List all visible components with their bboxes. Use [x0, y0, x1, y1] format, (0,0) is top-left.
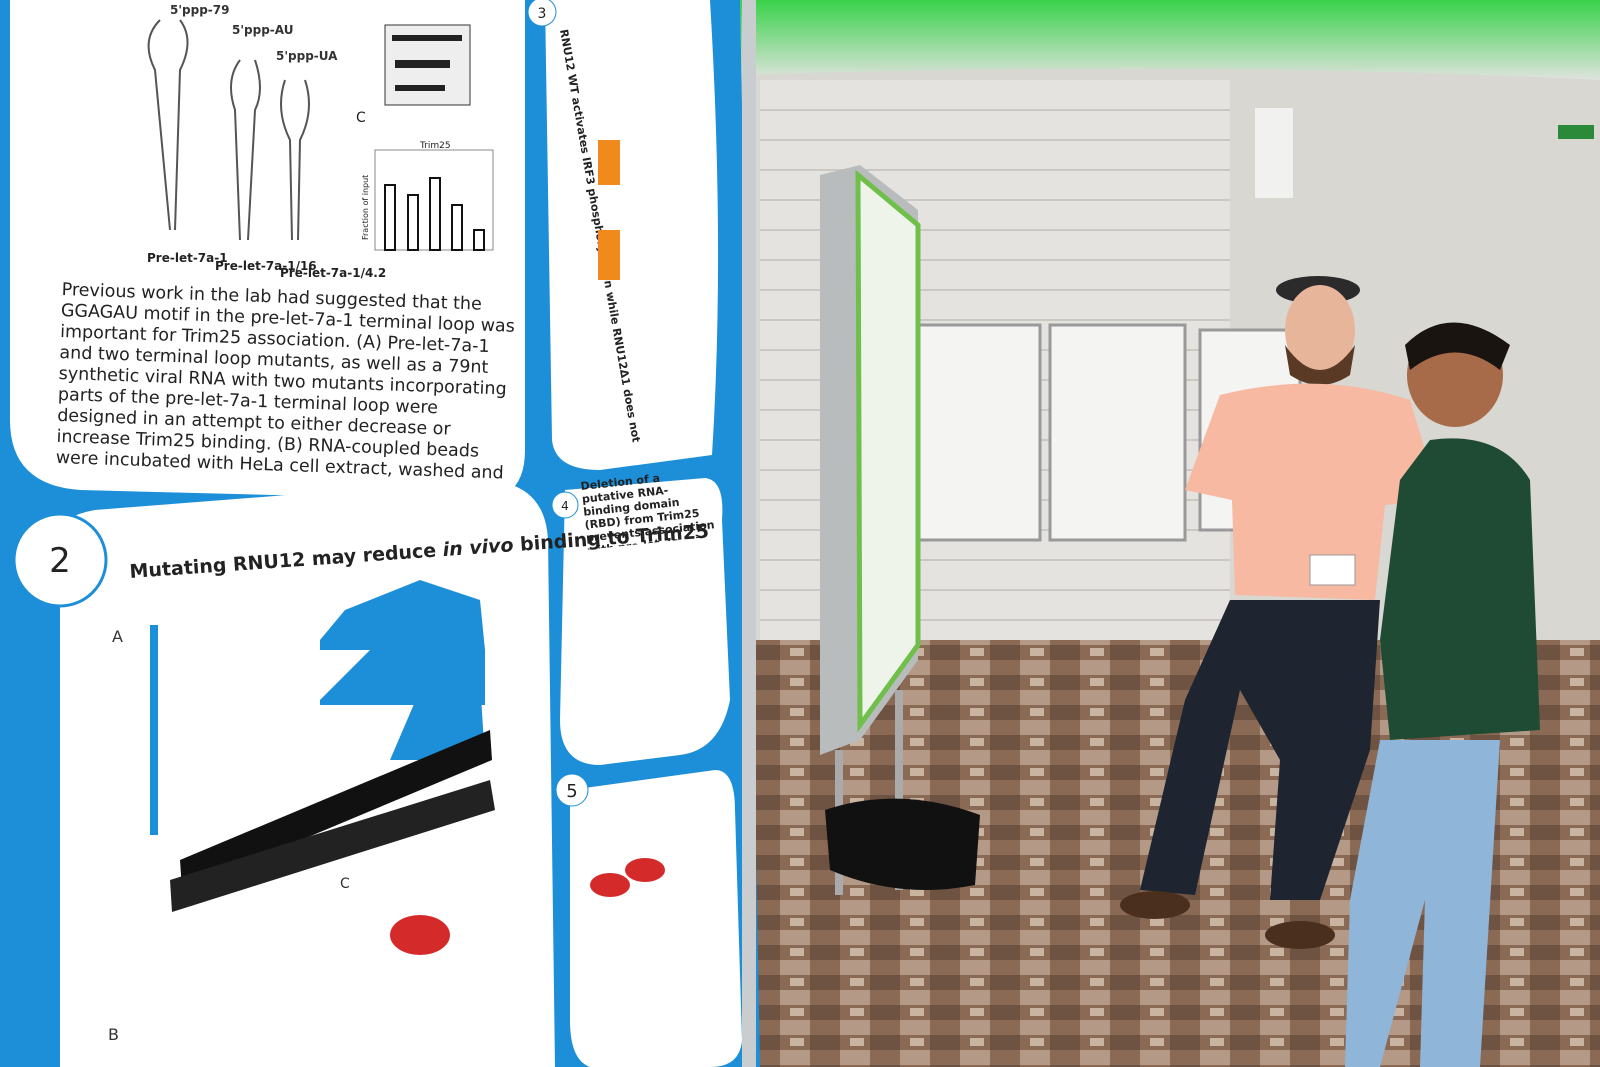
protein-icon [598, 230, 620, 280]
shape [280, 79, 310, 241]
exit-sign [1558, 125, 1594, 139]
section-number: 2 [49, 541, 71, 581]
protein-icon [598, 140, 620, 185]
section-title-box: Deletion of a putative RNA-binding domai… [580, 471, 716, 550]
section-4-panel [560, 478, 730, 765]
gene-track [170, 780, 495, 912]
shape [451, 204, 463, 251]
person-left [1120, 276, 1440, 949]
shape [1309, 554, 1356, 586]
section-number: 5 [566, 781, 577, 802]
whiteboard [916, 323, 1042, 542]
panel-letter: B [108, 1025, 119, 1044]
shape [390, 680, 485, 760]
green-poster [855, 169, 921, 733]
shape [473, 229, 485, 251]
person-right [1345, 322, 1540, 1067]
shape [395, 60, 450, 68]
shape [320, 580, 485, 650]
number-badge [555, 773, 589, 807]
shape [407, 194, 419, 251]
chart-title: Trim25 [419, 141, 451, 151]
text-block: Previous work in the lab had suggested t… [55, 280, 516, 486]
shape [1140, 600, 1380, 900]
shape [147, 19, 189, 231]
shape [392, 35, 462, 41]
shape [1265, 921, 1335, 949]
structure-label: 5'ppp-AU [232, 23, 293, 37]
cell-dish [590, 873, 630, 897]
ceiling [740, 0, 1600, 80]
coverage-axis [150, 625, 158, 835]
stand-leg [895, 690, 903, 890]
rna-name: Pre-let-7a-1 [147, 251, 228, 265]
bag [825, 798, 980, 890]
number-badge [12, 512, 108, 608]
shape [1405, 322, 1510, 370]
shape [230, 59, 261, 241]
shape [429, 177, 441, 251]
speaker [1255, 108, 1293, 198]
shape [1345, 740, 1500, 1067]
rna-name: Pre-let-7a-1/16 [215, 259, 317, 273]
blot-bands [392, 35, 462, 91]
shape [1380, 438, 1540, 740]
structure-label: 5'ppp-UA [276, 49, 338, 63]
section-number: 4 [561, 499, 569, 513]
cell-dish [625, 858, 665, 882]
shape [384, 184, 396, 251]
section-5-panel [570, 770, 742, 1067]
shape [1185, 383, 1440, 600]
section-title: Deletion of a putative RNA-binding domai… [580, 471, 716, 550]
shape [1120, 891, 1190, 919]
section-1-panel [10, 0, 525, 501]
shape [395, 85, 445, 91]
gene-track [180, 730, 492, 890]
paragraph: Previous work in the lab had suggested t… [55, 280, 516, 486]
shape [1285, 285, 1355, 375]
rna-name: Pre-let-7a-1/4.2 [280, 266, 386, 280]
panel-letter: C [356, 110, 366, 126]
panel-letter: C [340, 876, 350, 892]
panel-letter: A [112, 627, 123, 646]
rna-structures [147, 19, 310, 241]
number-badge [551, 491, 579, 519]
whiteboard [1048, 323, 1187, 542]
coverage-tracks [320, 580, 485, 760]
poster-frame [742, 0, 756, 1067]
structure-label: 5'ppp-79 [170, 3, 229, 17]
number-badge [527, 0, 557, 27]
cell-dish [390, 915, 450, 955]
shape [1285, 345, 1355, 385]
title-emphasis: in vivo [442, 534, 514, 561]
section-number: 3 [538, 6, 547, 22]
inset-chart [374, 149, 494, 251]
y-axis-label: Fraction of input [361, 175, 370, 240]
section-3-panel [545, 0, 719, 470]
